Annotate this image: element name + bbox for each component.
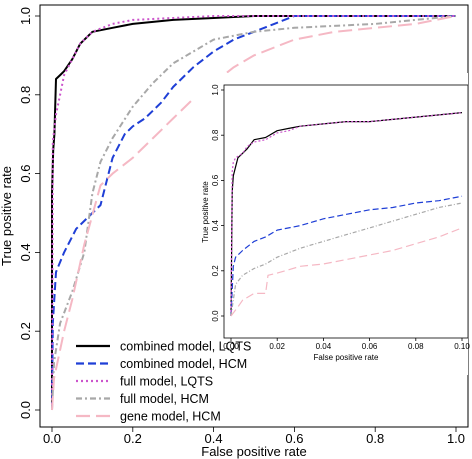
main-series-line-3 [51,15,457,411]
legend-label-1: combined model, HCM [120,357,247,371]
inset-series-line-4 [230,227,463,317]
main-x-tick-label: 0.6 [285,431,303,446]
main-y-tick-label: 0.6 [18,165,33,183]
inset-series-layer [230,112,463,317]
main-x-tick-label: 0.4 [205,431,223,446]
legend-label-0: combined model, LQTS [120,340,251,354]
inset-y-axis-title: True positive rate [201,181,210,243]
main-y-tick-label: 1.0 [18,7,33,25]
legend: combined model, LQTS combined model, HCM f… [76,340,251,424]
main-y-tick-label: 0.8 [18,86,33,104]
inset-x-tick-label: 0.02 [269,342,285,351]
inset-x-tick-label: 0.10 [454,342,470,351]
inset-y-tick-label: 0.6 [211,174,220,186]
main-y-tick-label: 0.4 [18,243,33,261]
main-axis-ticks: 0.0 0.2 0.4 0.6 0.8 1.0 0.0 0.2 0.4 0.6 0.8 1.0 [18,7,465,446]
main-series-line-0 [51,15,456,410]
inset-series-line-2 [230,112,463,317]
legend-label-2: full model, LQTS [120,375,213,389]
main-series-line-2 [51,15,456,411]
inset-y-tick-label: 0.2 [211,265,220,277]
inset-y-tick-label: 1.0 [211,84,220,96]
main-x-tick-label: 0.0 [43,431,61,446]
main-x-axis-title: False positive rate [201,444,307,459]
inset-x-tick-label: 0.00 [223,342,239,351]
inset-plot-frame [223,84,469,339]
main-x-tick-label: 0.2 [124,431,142,446]
inset-roc-chart: 0.00 0.02 0.04 0.06 0.08 0.10 0.0 0.2 0.4 0.6 0.8 1… [194,73,470,375]
inset-y-tick-label: 0.4 [211,219,220,231]
main-y-tick-label: 0.2 [18,322,33,340]
inset-axis-ticks: 0.00 0.02 0.04 0.06 0.08 0.10 0.0 0.2 0.4 0.6 0.8 1… [211,84,470,351]
inset-y-tick-label: 0.8 [211,129,220,141]
legend-label-3: full model, HCM [120,392,209,406]
main-series-line-1 [51,15,456,411]
inset-background [194,73,468,375]
main-y-tick-label: 0.0 [18,401,33,419]
legend-label-4: gene model, HCM [120,410,221,424]
inset-x-tick-label: 0.08 [408,342,424,351]
main-y-axis-title: True positive rate [0,166,14,266]
inset-series-line-3 [230,202,463,317]
inset-y-tick-label: 0.0 [211,310,220,322]
inset-x-axis-title: False positive rate [314,353,379,362]
main-x-tick-label: 1.0 [447,431,465,446]
inset-x-tick-label: 0.04 [316,342,332,351]
inset-x-tick-label: 0.06 [362,342,378,351]
main-x-tick-label: 0.8 [366,431,384,446]
main-series-layer [51,15,457,411]
main-series-line-4 [51,15,457,411]
